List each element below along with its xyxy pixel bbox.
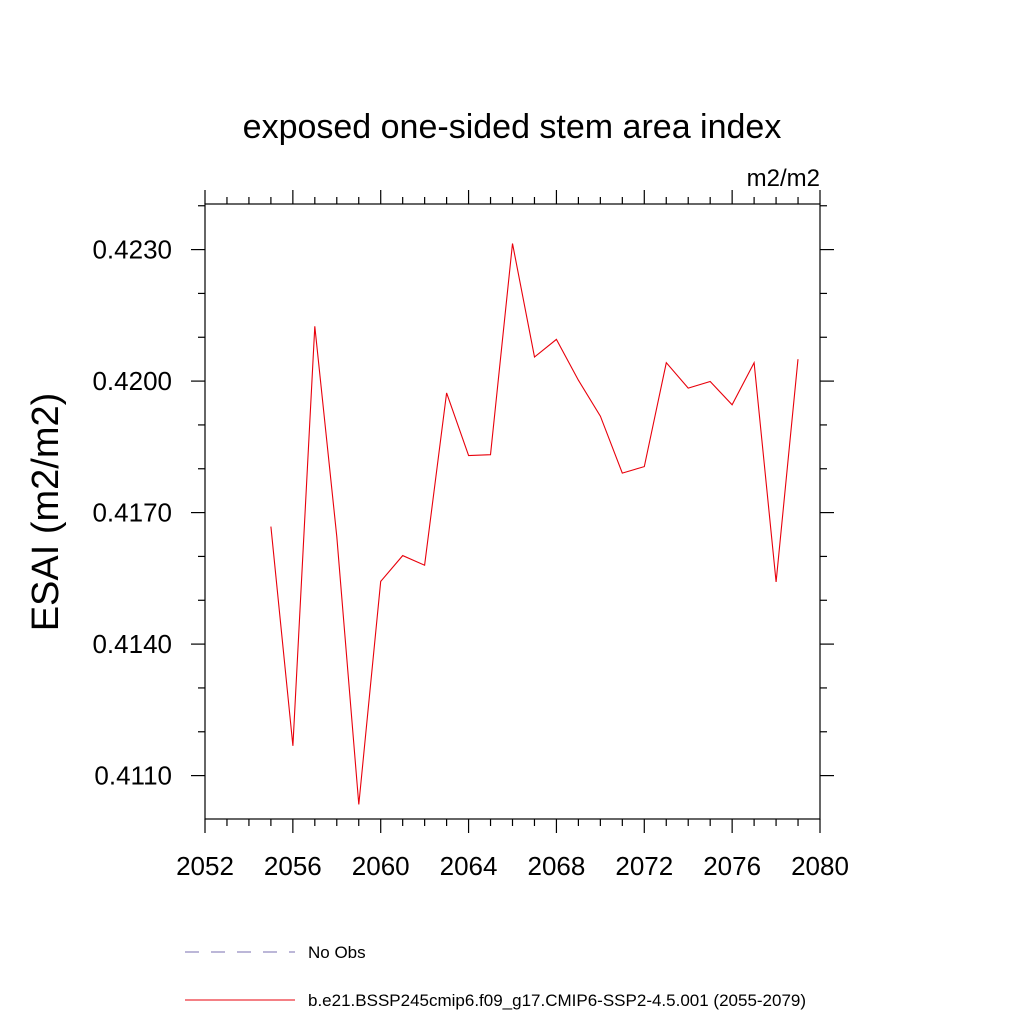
- data-point: [710, 381, 711, 382]
- y-tick-label: 0.4140: [92, 629, 172, 659]
- data-point: [666, 362, 667, 363]
- legend-model-label: b.e21.BSSP245cmip6.f09_g17.CMIP6-SSP2-4.…: [308, 991, 806, 1010]
- x-tick-label: 2072: [615, 851, 673, 881]
- data-point: [468, 455, 469, 456]
- legend-no-obs-label: No Obs: [308, 943, 366, 962]
- data-point: [490, 454, 491, 455]
- axis-ticks: [191, 190, 834, 833]
- data-point: [534, 356, 535, 357]
- data-point: [600, 416, 601, 417]
- x-tick-label: 2068: [528, 851, 586, 881]
- x-tick-label: 2060: [352, 851, 410, 881]
- data-point: [754, 362, 755, 363]
- y-tick-label: 0.4230: [92, 235, 172, 265]
- x-tick-label: 2064: [440, 851, 498, 881]
- units-label: m2/m2: [747, 165, 820, 192]
- chart-title: exposed one-sided stem area index: [243, 108, 782, 146]
- data-point: [688, 388, 689, 389]
- data-point: [380, 581, 381, 582]
- data-point: [358, 804, 359, 805]
- y-tick-label: 0.4110: [94, 761, 172, 791]
- data-point: [270, 526, 271, 527]
- axis-tick-labels: 2052 2056 2060 2064 2068 2072 2076 2080 0.4110 0.…: [92, 235, 848, 881]
- x-tick-label: 2080: [791, 851, 849, 881]
- data-point: [797, 359, 798, 360]
- x-tick-label: 2052: [176, 851, 234, 881]
- series-line: [270, 243, 799, 805]
- data-point: [402, 555, 403, 556]
- y-axis-label: ESAI (m2/m2): [25, 393, 67, 632]
- series-layer: [270, 243, 799, 805]
- data-point: [512, 243, 513, 244]
- data-point: [556, 339, 557, 340]
- legend: No Obs b.e21.BSSP245cmip6.f09_g17.CMIP6-…: [185, 943, 806, 1010]
- data-point: [644, 466, 645, 467]
- data-point: [424, 565, 425, 566]
- x-tick-label: 2056: [264, 851, 322, 881]
- data-point: [775, 581, 776, 582]
- y-tick-label: 0.4170: [92, 498, 172, 528]
- data-point: [622, 473, 623, 474]
- data-point: [314, 326, 315, 327]
- x-tick-label: 2076: [703, 851, 761, 881]
- plot-frame: [204, 203, 821, 820]
- data-point: [336, 536, 337, 537]
- data-point: [578, 380, 579, 381]
- data-point: [732, 404, 733, 405]
- data-point: [446, 392, 447, 393]
- y-tick-label: 0.4200: [92, 366, 172, 396]
- data-point: [292, 745, 293, 746]
